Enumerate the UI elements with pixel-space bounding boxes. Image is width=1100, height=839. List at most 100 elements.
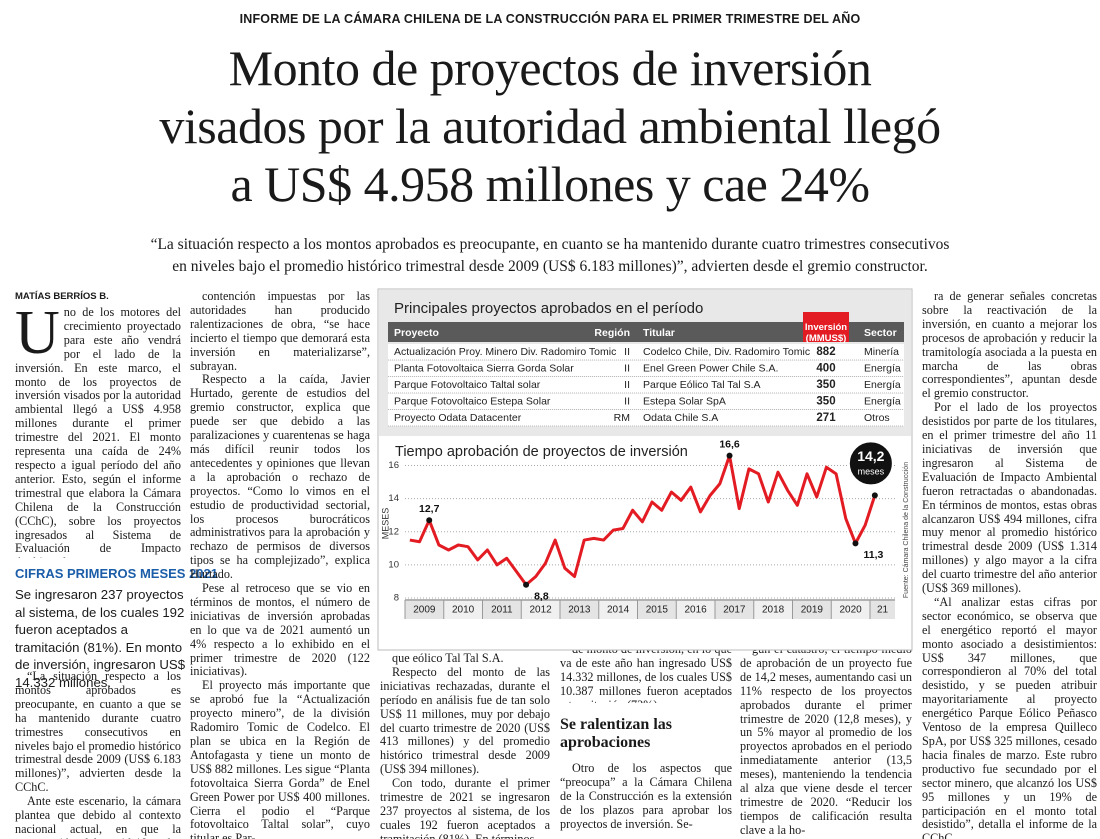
table-cell: 882 (816, 346, 835, 358)
year-band (792, 601, 832, 619)
table-cell: RM (614, 412, 630, 424)
table-cell: Parque Eólico Tal Tal S.A (643, 379, 761, 391)
paragraph: Respecto del monto de las iniciativas re… (380, 664, 550, 777)
value-label: 11,3 (863, 549, 883, 561)
table-cell: Estepa Solar SpA (643, 395, 726, 407)
x-tick-label: 2009 (413, 605, 436, 616)
table-cell: Energía (864, 379, 901, 391)
headline: visados por la autoridad ambiental llegó (159, 98, 941, 154)
year-band (715, 601, 754, 619)
y-tick-label: 8 (394, 593, 399, 604)
y-tick-label: 12 (388, 526, 399, 537)
x-tick-label: 2015 (646, 605, 669, 616)
table-cell: 350 (816, 396, 835, 408)
table-cell: Energía (864, 362, 901, 374)
y-tick-label: 10 (388, 559, 399, 570)
paragraph: Respecto a la caída, Javier Hurtado, ger… (190, 372, 370, 582)
paragraph: Otro de los aspectos que “preocupa” a la… (560, 762, 732, 831)
table-cell: Parque Fotovoltaico Taltal solar (394, 379, 541, 391)
x-tick-label: 2018 (762, 605, 785, 616)
x-tick-label: 2012 (530, 605, 553, 616)
table-row (388, 377, 904, 393)
year-band (482, 601, 522, 619)
year-band (637, 601, 677, 619)
column: “La situación respecto a los montos apro… (15, 670, 181, 839)
table-cell: Otros (864, 412, 890, 424)
paragraph: de monto de inversión, en lo que va de e… (560, 643, 732, 703)
callout-unit: meses (858, 467, 885, 477)
table-cell: Minería (864, 346, 899, 358)
value-label: 8,8 (534, 591, 549, 603)
table-cell: II (624, 362, 630, 374)
point (523, 581, 530, 588)
highlight: Se ingresaron 237 proyectos al sistema, … (15, 587, 186, 690)
callout (847, 440, 894, 487)
year-band (405, 601, 444, 619)
point (852, 540, 859, 547)
byline: MATÍAS BERRÍOS B. (15, 291, 109, 302)
paragraph: Pese al retroceso que se vio en términos… (190, 581, 370, 679)
subhead: Se ralentizan las aprobaciones (560, 716, 672, 751)
y-tick-label: 16 (388, 460, 399, 471)
table-cell: Proyecto Odata Datacenter (394, 412, 522, 424)
value-label: 12,7 (419, 503, 440, 515)
y-axis-label: MESES (380, 508, 390, 540)
value-label: 14,2 (857, 448, 884, 464)
table-header-cell: Inversión (MMUS$) (805, 322, 847, 344)
table-header-cell: Región (594, 327, 630, 339)
paragraph: contención impuestas por las autoridades… (190, 290, 370, 373)
column: que eólico Tal Tal S.A. Respecto del mont… (380, 652, 550, 839)
table-cell: II (624, 379, 630, 391)
year-band (560, 601, 599, 619)
x-tick-label: 2013 (568, 605, 591, 616)
table-row (388, 410, 904, 426)
table-header (388, 322, 904, 342)
table-cell: 271 (816, 412, 836, 424)
year-band (598, 601, 638, 619)
y-tick-label: 14 (388, 493, 399, 504)
line (409, 454, 877, 587)
x-tick-label: 2020 (840, 605, 863, 616)
table-header-cell: Proyecto (394, 327, 439, 339)
table-row (388, 344, 904, 360)
headline: Monto de proyectos de inversión (228, 40, 872, 96)
column: contención impuestas por las autoridades… (190, 290, 370, 839)
paragraph: “La situación respecto a los montos apro… (15, 670, 181, 795)
x-tick-label: 2017 (723, 605, 746, 616)
value-label: 16,6 (719, 438, 740, 450)
table-cell: Energía (864, 395, 901, 407)
subtitle: en niveles bajo el promedio histórico tr… (172, 258, 928, 275)
table-cell: 350 (816, 379, 835, 391)
table-cell: Planta Fotovoltaica Sierra Gorda Solar (394, 362, 574, 374)
x-tick-label: 2011 (491, 605, 513, 616)
paragraph: Uno de los motores del crecimiento proye… (15, 306, 181, 558)
point (871, 492, 878, 499)
chart-title: Tiempo aprobación de proyectos de invers… (395, 444, 688, 460)
year-band (753, 601, 793, 619)
x-tick-label: 2016 (685, 605, 708, 616)
year-band (870, 601, 895, 619)
subhead: CIFRAS PRIMEROS MESES 2021 (15, 566, 218, 581)
table-cell: II (624, 346, 630, 358)
paragraph: “Al analizar estas cifras por sector eco… (922, 594, 1097, 839)
table-row (388, 393, 904, 410)
table-title: Principales proyectos aprobados en el pe… (394, 300, 703, 317)
highlight-cell (803, 312, 849, 342)
paragraph: ra de generar señales concretas sobre la… (922, 290, 1097, 401)
paragraph: Ante este escenario, la cámara plantea q… (15, 794, 181, 839)
subtitle: “La situación respecto a los montos apro… (150, 236, 950, 253)
table-cell: Enel Green Power Chile S.A. (643, 362, 778, 374)
paragraph: El proyecto más importante que se aprobó… (190, 678, 370, 839)
table-cell: Codelco Chile, Div. Radomiro Tomic (643, 346, 810, 358)
column: ra de generar señales concretas sobre la… (922, 290, 1097, 839)
table-header-cell: Sector (864, 327, 897, 339)
year-band (831, 601, 870, 619)
paragraph: Por el lado de los proyectos desistidos … (922, 400, 1097, 596)
headline: a US$ 4.958 millones y cae 24% (230, 156, 870, 212)
table-header-cell: Titular (643, 327, 675, 339)
column: Uno de los motores del crecimiento proye… (15, 306, 181, 558)
paragraph: que eólico Tal Tal S.A. (392, 652, 504, 665)
table-row (388, 360, 904, 377)
